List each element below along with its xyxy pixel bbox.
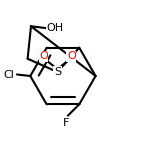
Text: OH: OH [47,23,64,33]
Text: O: O [67,51,76,61]
Text: O: O [39,51,48,61]
Text: Cl: Cl [3,69,14,79]
Text: F: F [63,118,69,128]
Text: S: S [54,67,61,77]
